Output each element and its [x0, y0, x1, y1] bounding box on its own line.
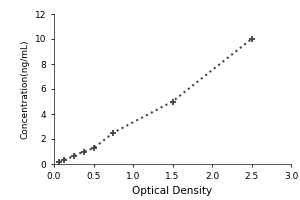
Y-axis label: Concentration(ng/mL): Concentration(ng/mL) [20, 39, 29, 139]
X-axis label: Optical Density: Optical Density [132, 186, 213, 196]
